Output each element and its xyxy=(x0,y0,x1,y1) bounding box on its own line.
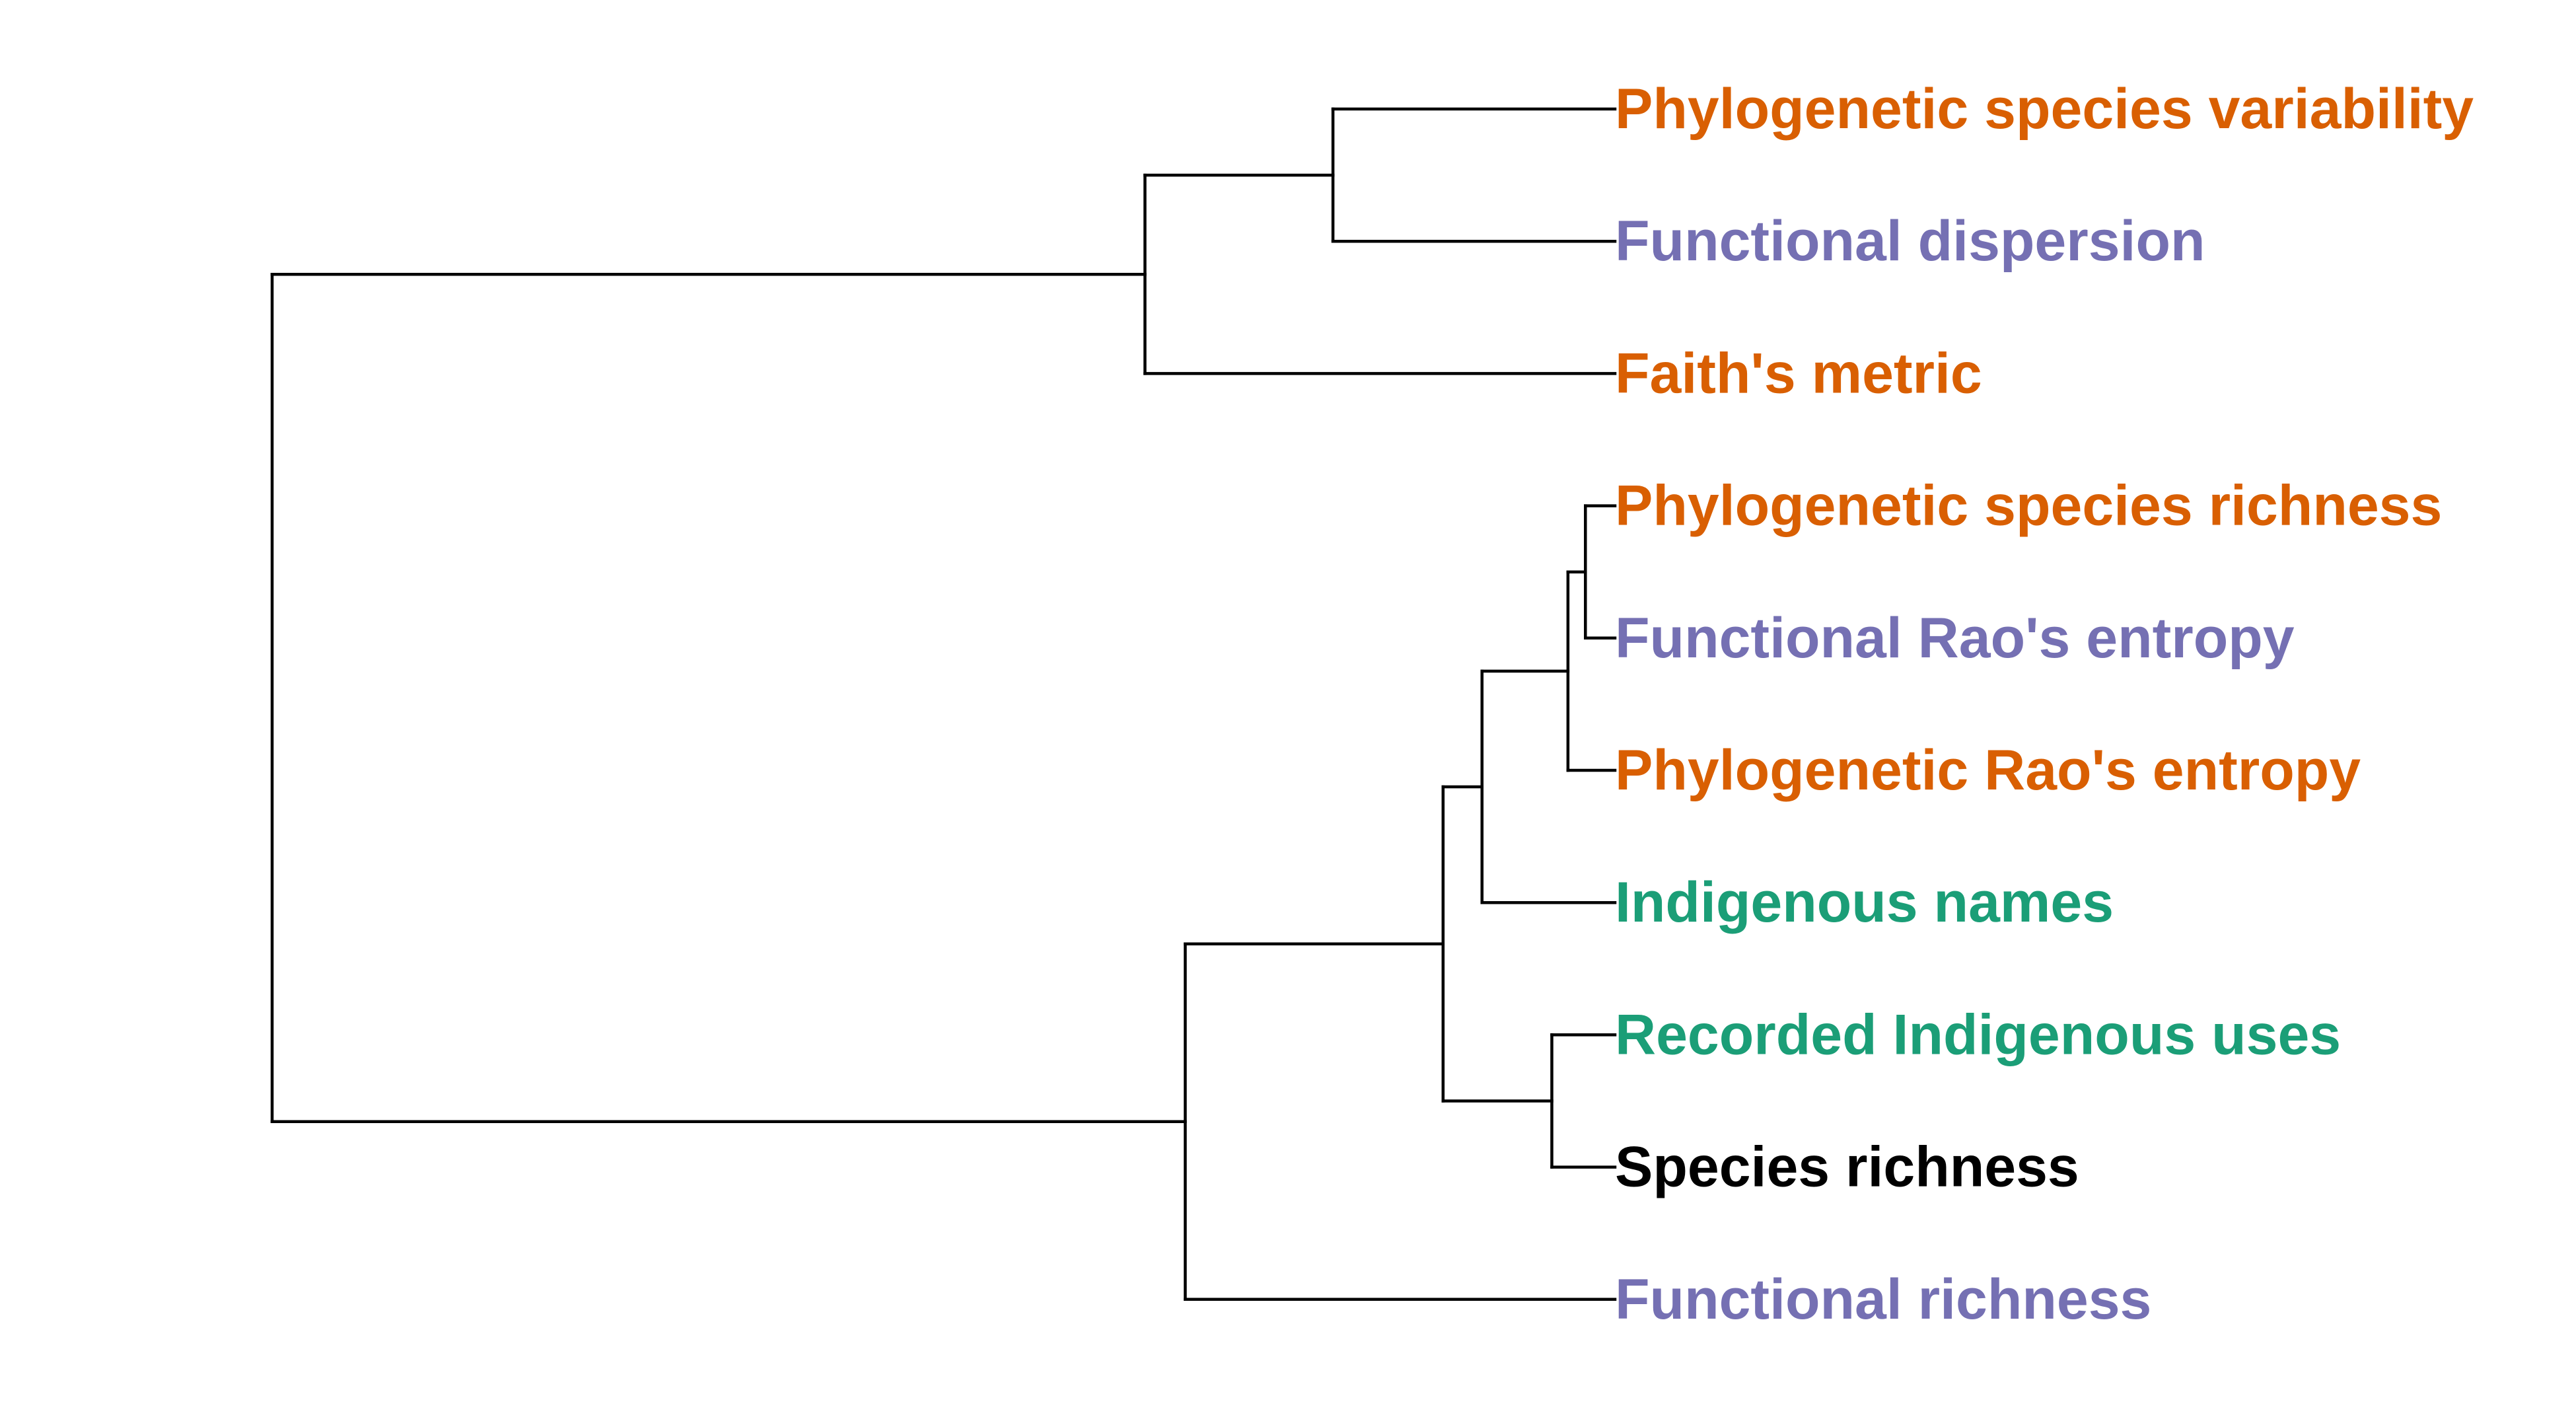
leaf-label-ind: Indigenous names xyxy=(1615,871,2114,934)
dendrogram-leaf-labels: Phylogenetic species variability Function… xyxy=(1615,77,2474,1331)
dendrogram-branches xyxy=(270,107,1617,1301)
leaf-label-psv: Phylogenetic species variability xyxy=(1615,77,2474,141)
leaf-label-frao: Functional Rao's entropy xyxy=(1615,606,2295,670)
leaf-label-prao: Phylogenetic Rao's entropy xyxy=(1615,739,2361,802)
leaf-label-faith: Faith's metric xyxy=(1615,342,1982,405)
leaf-label-sr: Species richness xyxy=(1615,1136,2079,1199)
leaf-label-psr: Phylogenetic species richness xyxy=(1615,474,2442,538)
leaf-label-fdis: Functional dispersion xyxy=(1615,209,2205,273)
leaf-label-fric: Functional richness xyxy=(1615,1268,2151,1331)
leaf-label-riu: Recorded Indigenous uses xyxy=(1615,1003,2341,1066)
